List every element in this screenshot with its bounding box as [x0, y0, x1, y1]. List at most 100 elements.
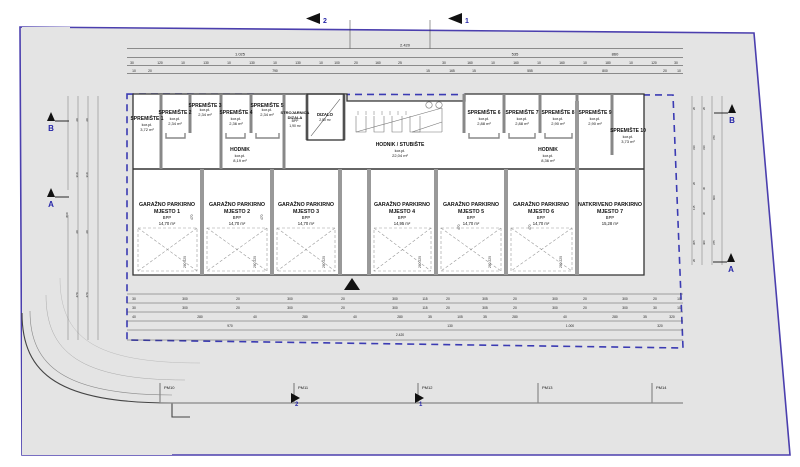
svg-text:10: 10 [273, 61, 277, 65]
svg-text:10: 10 [677, 297, 681, 301]
svg-text:470: 470 [190, 214, 194, 220]
svg-text:30: 30 [132, 297, 136, 301]
svg-text:40: 40 [253, 315, 257, 319]
svg-text:2,90 m²: 2,90 m² [551, 121, 565, 126]
svg-text:SPREMIŠTE 10: SPREMIŠTE 10 [610, 126, 646, 134]
svg-text:35: 35 [643, 315, 647, 319]
svg-text:2.420: 2.420 [396, 333, 404, 337]
svg-text:SPREMIŠTE 6: SPREMIŠTE 6 [467, 108, 500, 116]
svg-text:PM11: PM11 [298, 385, 309, 390]
svg-text:20: 20 [341, 306, 345, 310]
svg-text:20: 20 [692, 106, 696, 110]
svg-text:14,70 m²: 14,70 m² [159, 221, 176, 226]
svg-text:BPP: BPP [467, 215, 476, 220]
svg-text:2,80 m²: 2,80 m² [319, 118, 331, 122]
svg-text:180: 180 [605, 61, 611, 65]
svg-text:860: 860 [65, 212, 69, 217]
svg-text:1,90 m²: 1,90 m² [289, 124, 301, 128]
svg-text:300: 300 [392, 297, 398, 301]
svg-text:30: 30 [702, 211, 706, 215]
svg-text:460: 460 [702, 240, 706, 245]
svg-text:130: 130 [295, 61, 301, 65]
svg-text:20: 20 [236, 306, 240, 310]
svg-text:2,88 m²: 2,88 m² [515, 121, 529, 126]
svg-text:120: 120 [651, 61, 657, 65]
svg-text:20: 20 [653, 297, 657, 301]
svg-text:SPREMIŠTE 8: SPREMIŠTE 8 [541, 108, 574, 116]
svg-text:10: 10 [181, 61, 185, 65]
svg-text:1: 1 [465, 18, 469, 25]
svg-text:115: 115 [422, 306, 427, 310]
svg-text:10: 10 [132, 69, 136, 73]
svg-text:10: 10 [677, 306, 681, 310]
svg-text:30: 30 [132, 306, 136, 310]
svg-text:BPP: BPP [398, 215, 407, 220]
svg-text:160: 160 [513, 61, 519, 65]
svg-text:1.025: 1.025 [235, 52, 246, 57]
svg-text:A: A [728, 265, 734, 274]
svg-text:30: 30 [442, 61, 446, 65]
svg-text:280 220: 280 220 [322, 256, 326, 268]
svg-text:300: 300 [392, 306, 398, 310]
svg-text:280: 280 [302, 315, 308, 319]
svg-text:GARAŽNO PARKIRNO: GARAŽNO PARKIRNO [139, 200, 195, 208]
svg-text:20: 20 [354, 61, 358, 65]
svg-text:310: 310 [75, 172, 79, 177]
svg-text:14,70 m²: 14,70 m² [298, 221, 315, 226]
svg-text:20: 20 [663, 69, 667, 73]
svg-text:3,72 m²: 3,72 m² [140, 127, 154, 132]
svg-text:BPP: BPP [606, 215, 615, 220]
svg-text:160: 160 [467, 61, 473, 65]
svg-text:310: 310 [692, 145, 696, 150]
svg-text:300: 300 [552, 306, 558, 310]
svg-text:130: 130 [203, 61, 209, 65]
svg-text:305: 305 [482, 306, 488, 310]
svg-text:20: 20 [702, 106, 706, 110]
svg-text:10: 10 [629, 61, 633, 65]
svg-text:1.000: 1.000 [566, 324, 574, 328]
svg-text:790: 790 [272, 69, 278, 73]
svg-text:280 220: 280 220 [183, 256, 187, 268]
svg-text:8,36 m²: 8,36 m² [541, 158, 555, 163]
svg-text:860: 860 [612, 52, 619, 57]
svg-text:15,28 m²: 15,28 m² [602, 221, 619, 226]
svg-text:130: 130 [447, 324, 453, 328]
svg-text:40: 40 [132, 315, 136, 319]
svg-text:10: 10 [319, 61, 323, 65]
svg-text:320: 320 [657, 324, 663, 328]
svg-text:300: 300 [287, 297, 293, 301]
svg-text:970: 970 [227, 324, 233, 328]
svg-text:115: 115 [422, 297, 427, 301]
svg-text:280: 280 [397, 315, 403, 319]
svg-text:130: 130 [249, 61, 255, 65]
svg-text:310: 310 [702, 145, 706, 150]
svg-text:10: 10 [677, 69, 681, 73]
svg-text:BPP: BPP [537, 215, 546, 220]
svg-text:22,04 m²: 22,04 m² [392, 153, 408, 158]
svg-text:GARAŽNO PARKIRNO: GARAŽNO PARKIRNO [278, 200, 334, 208]
svg-text:NATKRIVENO PARKIRNO: NATKRIVENO PARKIRNO [578, 202, 642, 208]
svg-text:3,73 m²: 3,73 m² [621, 139, 635, 144]
svg-text:30: 30 [674, 61, 678, 65]
svg-text:20: 20 [148, 69, 152, 73]
svg-text:20: 20 [85, 230, 89, 234]
svg-text:20: 20 [341, 297, 345, 301]
svg-text:30: 30 [130, 61, 134, 65]
svg-text:2: 2 [323, 18, 327, 25]
svg-text:SPREMIŠTE 9: SPREMIŠTE 9 [578, 108, 611, 116]
svg-text:20: 20 [446, 297, 450, 301]
svg-text:300: 300 [182, 306, 188, 310]
svg-text:470: 470 [260, 214, 264, 220]
svg-text:15: 15 [472, 69, 476, 73]
svg-text:535: 535 [512, 52, 519, 57]
svg-text:470: 470 [75, 292, 79, 297]
svg-text:10: 10 [537, 61, 541, 65]
svg-text:BPP: BPP [233, 215, 242, 220]
svg-text:20: 20 [236, 297, 240, 301]
svg-text:15: 15 [426, 69, 430, 73]
svg-text:280 220: 280 220 [418, 256, 422, 268]
svg-text:GARAŽNO PARKIRNO: GARAŽNO PARKIRNO [443, 200, 499, 208]
svg-text:SPREMIŠTE 4: SPREMIŠTE 4 [219, 108, 252, 116]
svg-text:20: 20 [85, 118, 89, 122]
svg-text:BPP: BPP [292, 119, 300, 123]
